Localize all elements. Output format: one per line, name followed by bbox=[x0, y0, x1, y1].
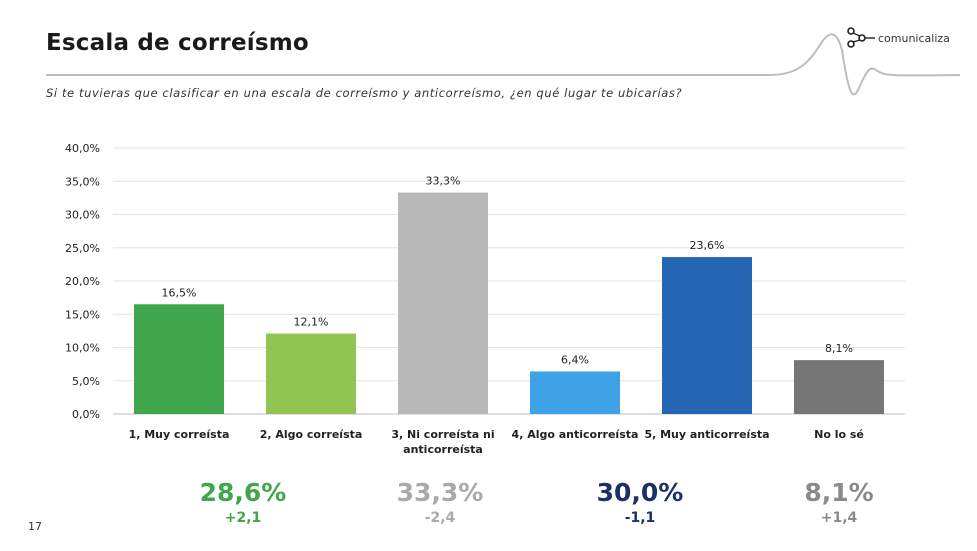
y-tick-label: 5,0% bbox=[72, 375, 100, 388]
summary-correista: 28,6% +2,1 bbox=[173, 478, 313, 526]
y-tick-label: 10,0% bbox=[65, 342, 100, 355]
category-label: anticorreísta bbox=[403, 443, 483, 456]
data-label: 23,6% bbox=[690, 239, 725, 252]
y-tick-label: 30,0% bbox=[65, 209, 100, 222]
brand-name: comunicaliza bbox=[878, 31, 950, 45]
bar bbox=[662, 257, 752, 414]
slide-title: Escala de correísmo bbox=[46, 30, 309, 56]
summary-value: 33,3% bbox=[396, 478, 484, 507]
y-tick-label: 20,0% bbox=[65, 275, 100, 288]
y-tick-label: 25,0% bbox=[65, 242, 100, 255]
bar bbox=[794, 360, 884, 414]
category-label: 2, Algo correísta bbox=[260, 428, 363, 441]
data-label: 16,5% bbox=[162, 286, 197, 299]
bar bbox=[398, 192, 488, 414]
summary-delta: +2,1 bbox=[224, 510, 262, 526]
bar bbox=[530, 371, 620, 414]
category-label: 4, Algo anticorreísta bbox=[512, 428, 639, 441]
summary-no-sabe: 8,1% +1,4 bbox=[769, 478, 909, 526]
summary-delta: +1,4 bbox=[820, 510, 858, 526]
data-label: 12,1% bbox=[294, 316, 329, 329]
y-tick-label: 0,0% bbox=[72, 408, 100, 421]
summary-value: 30,0% bbox=[596, 478, 684, 507]
slide-subtitle: Si te tuvieras que clasificar en una esc… bbox=[46, 86, 683, 100]
summary-delta: -2,4 bbox=[424, 510, 456, 526]
summary-value: 28,6% bbox=[199, 478, 287, 507]
category-label: 5, Muy anticorreísta bbox=[644, 428, 769, 441]
brand-logo: comunicaliza bbox=[846, 26, 950, 50]
data-label: 8,1% bbox=[825, 342, 853, 355]
summary-anticorreista: 30,0% -1,1 bbox=[570, 478, 710, 526]
data-label: 6,4% bbox=[561, 353, 589, 366]
category-label: No lo sé bbox=[814, 428, 864, 441]
bar-chart: 0,0% 5,0% 10,0% 15,0% 20,0% 25,0% 30,0% 35,0% 40… bbox=[65, 142, 905, 456]
y-tick-label: 35,0% bbox=[65, 175, 100, 188]
data-label: 33,3% bbox=[426, 175, 461, 188]
y-tick-label: 40,0% bbox=[65, 142, 100, 155]
bar bbox=[266, 333, 356, 414]
y-tick-label: 15,0% bbox=[65, 308, 100, 321]
summary-value: 8,1% bbox=[804, 478, 874, 507]
category-label: 1, Muy correísta bbox=[129, 428, 230, 441]
summary-delta: -1,1 bbox=[624, 510, 656, 526]
header-wave-line bbox=[46, 33, 961, 96]
summary-neutral: 33,3% -2,4 bbox=[370, 478, 510, 526]
page-number: 17 bbox=[28, 520, 42, 533]
category-label: 3, Ni correísta ni bbox=[391, 428, 494, 441]
network-logo-icon bbox=[847, 27, 875, 48]
bar bbox=[134, 304, 224, 414]
